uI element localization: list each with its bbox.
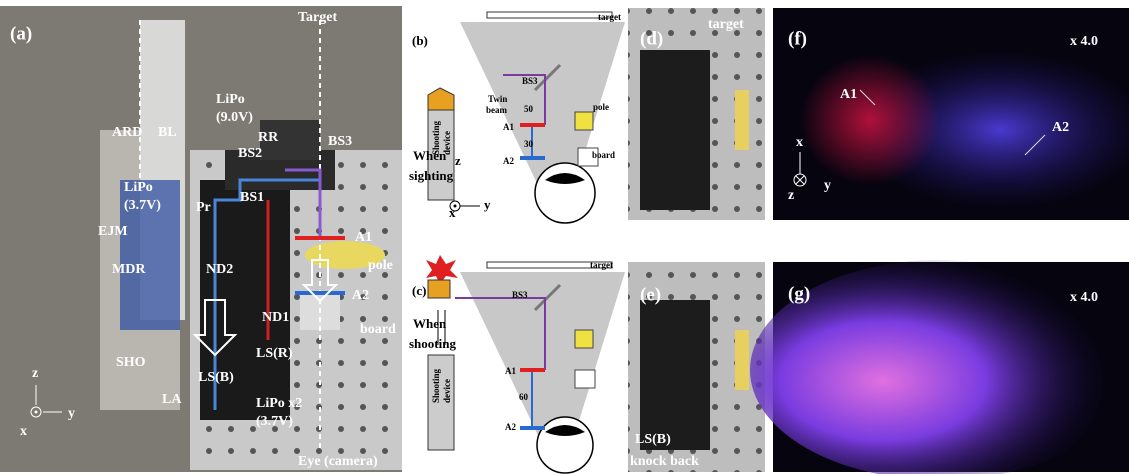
annotation: pole xyxy=(368,258,393,273)
annotation: When xyxy=(413,316,447,331)
annotation: device xyxy=(442,131,452,155)
body: (a) Target ARD BL LiPo (9.0V) RR BS3 BS2 LiPo (3.… xyxy=(0,0,1129,474)
annotation: board xyxy=(360,322,396,337)
annotation: SHO xyxy=(116,355,146,370)
annotation: (9.0V) xyxy=(216,110,253,125)
diagram-b xyxy=(428,12,625,223)
annotation: target xyxy=(590,260,613,270)
annotation: 30 xyxy=(524,139,534,149)
annotation: LS(B) xyxy=(198,370,234,385)
annotation: target xyxy=(708,17,744,32)
panel-label: (f) xyxy=(788,28,807,49)
panel-label: (b) xyxy=(412,33,428,48)
annotation: LA xyxy=(162,392,182,407)
annotation: BS2 xyxy=(238,146,262,161)
annotation: pole xyxy=(593,102,609,112)
annotation: sighting xyxy=(409,168,454,183)
annotation: x 4.0 xyxy=(1070,34,1098,49)
annotation: Twin xyxy=(488,94,507,104)
annotation: LiPo xyxy=(124,180,153,195)
annotation: device xyxy=(442,379,452,403)
annotation: y xyxy=(824,178,831,193)
annotation: LS(B) xyxy=(635,432,671,447)
annotation: A1 xyxy=(355,230,372,245)
annotation: A2 xyxy=(505,422,516,432)
annotation: Eye (camera) xyxy=(298,454,378,469)
panel-label: (a) xyxy=(10,23,32,44)
diagram-c xyxy=(426,255,625,473)
annotation: beam xyxy=(486,105,508,115)
annotation: Shooting xyxy=(431,120,441,155)
annotation: BS3 xyxy=(328,134,352,149)
annotation: y xyxy=(484,197,491,212)
panel-label: (c) xyxy=(412,283,426,298)
annotation: LiPo xyxy=(216,92,245,107)
annotation: A1 xyxy=(505,366,516,376)
panel-label: (e) xyxy=(640,284,661,305)
annotation: ARD xyxy=(112,125,142,140)
annotation: knock back xyxy=(630,454,699,469)
annotation: x xyxy=(796,135,803,150)
panel-label: (d) xyxy=(640,28,663,49)
annotation: BS1 xyxy=(240,190,264,205)
annotation: LS(R) xyxy=(256,346,293,361)
annotation: EJM xyxy=(98,224,128,239)
annotation: x xyxy=(449,205,456,220)
annotation: z xyxy=(788,188,794,203)
annotation: shooting xyxy=(409,336,456,351)
annotation: y xyxy=(68,406,75,421)
annotation: A2 xyxy=(352,288,369,303)
annotation: (3.7V) xyxy=(256,414,293,429)
annotation: Pr xyxy=(196,200,211,215)
figure: (a) Target ARD BL LiPo (9.0V) RR BS3 BS2 LiPo (3.… xyxy=(0,0,1129,474)
annotation: board xyxy=(592,150,615,160)
annotation: A1 xyxy=(503,122,514,132)
annotation: ND1 xyxy=(262,310,289,325)
annotation: A2 xyxy=(1052,120,1069,135)
annotation: x xyxy=(20,424,27,439)
annotations-d: target xyxy=(708,17,744,32)
annotation: ND2 xyxy=(206,262,233,277)
annotation: 60 xyxy=(519,392,529,402)
photo-a xyxy=(0,6,402,472)
annotation: x 4.0 xyxy=(1070,290,1098,305)
annotation: Target xyxy=(298,10,337,25)
annotation: BS3 xyxy=(512,290,528,300)
annotation: z xyxy=(32,366,38,381)
annotation: Shooting xyxy=(431,368,441,403)
annotation: RR xyxy=(258,130,279,145)
annotation: MDR xyxy=(112,262,146,277)
annotation: BL xyxy=(158,125,177,140)
annotations-g: x 4.0 xyxy=(1070,290,1098,305)
annotation: BS3 xyxy=(522,76,538,86)
annotation: (3.7V) xyxy=(124,198,161,213)
panel-label: (g) xyxy=(788,283,810,304)
annotation: target xyxy=(598,12,621,22)
annotation: 50 xyxy=(524,104,534,114)
page: {"panel_a":{"label":"(a)","annotations":… xyxy=(0,0,1129,474)
annotation: LiPo x2 xyxy=(256,396,302,411)
annotation: A2 xyxy=(503,156,514,166)
annotation: z xyxy=(455,153,461,168)
annotation: A1 xyxy=(840,87,857,102)
